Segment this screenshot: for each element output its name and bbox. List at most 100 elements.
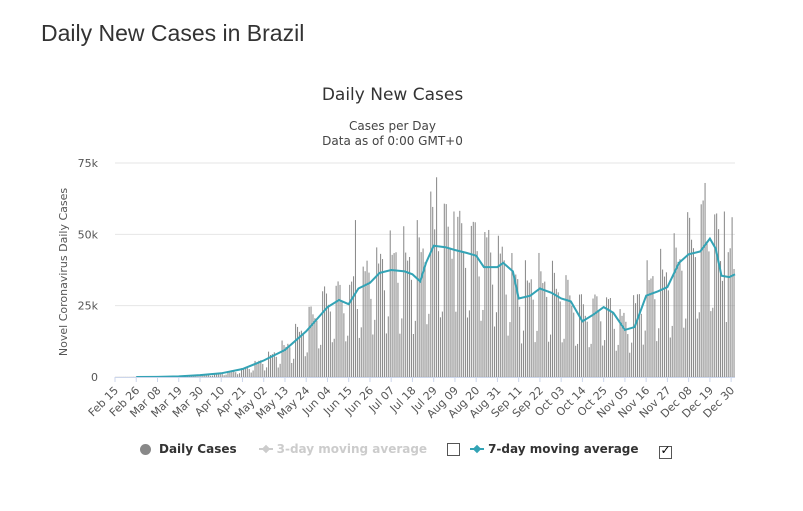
bar-daily-cases xyxy=(443,203,445,377)
bar-daily-cases xyxy=(600,321,602,377)
bar-daily-cases xyxy=(617,344,619,377)
bar-daily-cases xyxy=(356,308,358,377)
bar-daily-cases xyxy=(331,342,333,377)
bar-daily-cases xyxy=(329,311,331,377)
bar-daily-cases xyxy=(248,369,250,377)
bar-daily-cases xyxy=(499,253,501,377)
bar-daily-cases xyxy=(273,352,275,377)
bar-daily-cases xyxy=(530,279,532,377)
bar-daily-cases xyxy=(691,239,693,377)
bar-daily-cases xyxy=(575,345,577,377)
y-tick-label: 25k xyxy=(78,300,99,313)
bar-daily-cases xyxy=(466,317,469,377)
bar-daily-cases xyxy=(422,248,424,377)
bar-daily-cases xyxy=(673,233,675,377)
bar-daily-cases xyxy=(385,333,387,377)
legend-item-7-day-average[interactable]: 7-day moving average xyxy=(470,442,639,456)
bar-daily-cases xyxy=(368,272,370,377)
bar-daily-cases xyxy=(712,307,714,377)
bar-daily-cases xyxy=(660,248,662,377)
bar-daily-cases xyxy=(725,322,727,377)
bar-daily-cases xyxy=(327,304,329,377)
bar-daily-cases xyxy=(441,311,443,377)
bar-daily-cases xyxy=(731,217,733,377)
bar-daily-cases xyxy=(679,259,681,377)
bar-daily-cases xyxy=(434,229,436,377)
bar-daily-cases xyxy=(264,370,266,377)
bar-daily-cases xyxy=(546,296,548,377)
bar-daily-cases xyxy=(627,334,629,377)
bar-daily-cases xyxy=(602,345,604,377)
bar-daily-cases xyxy=(480,320,482,377)
legend-label-7-day-average: 7-day moving average xyxy=(488,442,639,456)
bar-daily-cases xyxy=(644,330,646,377)
bar-daily-cases xyxy=(295,323,297,377)
bar-daily-cases xyxy=(675,247,677,377)
bar-daily-cases xyxy=(250,372,252,377)
bar-daily-cases xyxy=(476,251,478,377)
bar-daily-cases xyxy=(291,362,293,377)
bar-daily-cases xyxy=(555,288,557,377)
bar-daily-cases xyxy=(692,248,694,377)
bar-daily-cases xyxy=(403,226,405,377)
bar-daily-cases xyxy=(266,367,268,377)
bar-daily-cases xyxy=(540,271,542,377)
bar-daily-cases xyxy=(619,309,621,377)
bar-daily-cases xyxy=(337,281,339,377)
bar-daily-cases xyxy=(376,247,378,377)
bar-daily-cases xyxy=(528,282,530,377)
bar-daily-cases xyxy=(635,303,637,377)
line-diamond-icon xyxy=(258,444,273,454)
bar-daily-cases xyxy=(401,318,403,377)
bar-daily-cases xyxy=(213,373,215,377)
bar-daily-cases xyxy=(636,294,638,377)
bar-daily-cases xyxy=(325,293,328,377)
bar-daily-cases xyxy=(588,347,590,377)
bar-daily-cases xyxy=(254,360,256,377)
bar-daily-cases xyxy=(418,237,420,377)
bar-daily-cases xyxy=(702,200,704,377)
bar-daily-cases xyxy=(370,298,372,377)
y-tick-label: 75k xyxy=(78,157,99,170)
bar-daily-cases xyxy=(314,318,316,377)
bar-daily-cases xyxy=(596,296,598,377)
bar-daily-cases xyxy=(208,374,210,377)
bar-daily-cases xyxy=(260,360,262,377)
legend-item-daily-cases[interactable]: Daily Cases xyxy=(140,442,237,456)
bar-daily-cases xyxy=(428,313,430,377)
bar-daily-cases xyxy=(283,345,285,377)
bar-daily-cases xyxy=(279,363,281,377)
bar-daily-cases xyxy=(519,306,521,377)
bar-daily-cases xyxy=(461,223,463,377)
bar-daily-cases xyxy=(611,312,613,377)
bar-daily-cases xyxy=(569,295,571,377)
bar-daily-cases xyxy=(689,217,691,377)
checkbox-7-day-average[interactable] xyxy=(658,443,672,459)
bar-daily-cases xyxy=(470,225,472,377)
bar-daily-cases xyxy=(501,246,503,377)
line-diamond-icon xyxy=(470,444,485,454)
legend-item-3-day-average[interactable]: 3-day moving average xyxy=(258,442,427,456)
bar-daily-cases xyxy=(204,374,206,377)
bar-daily-cases xyxy=(706,241,708,377)
bar-daily-cases xyxy=(407,260,409,377)
bar-daily-cases xyxy=(298,331,300,377)
bar-daily-cases xyxy=(217,373,219,377)
bar-daily-cases xyxy=(517,279,519,377)
bar-daily-cases xyxy=(698,312,700,377)
bar-daily-cases xyxy=(426,324,428,377)
bar-daily-cases xyxy=(219,373,221,377)
y-tick-label: 0 xyxy=(91,371,98,384)
bar-daily-cases xyxy=(577,343,579,377)
bar-daily-cases xyxy=(318,348,320,377)
legend-label-daily-cases: Daily Cases xyxy=(159,442,237,456)
bar-daily-cases xyxy=(196,376,198,377)
bar-daily-cases xyxy=(233,371,235,377)
bar-daily-cases xyxy=(389,230,391,377)
bar-daily-cases xyxy=(598,310,600,377)
bar-daily-cases xyxy=(322,291,324,377)
bar-daily-cases xyxy=(269,354,272,377)
checkbox-3-day-average[interactable] xyxy=(447,442,461,456)
bar-daily-cases xyxy=(551,260,554,377)
bar-daily-cases xyxy=(492,284,494,377)
